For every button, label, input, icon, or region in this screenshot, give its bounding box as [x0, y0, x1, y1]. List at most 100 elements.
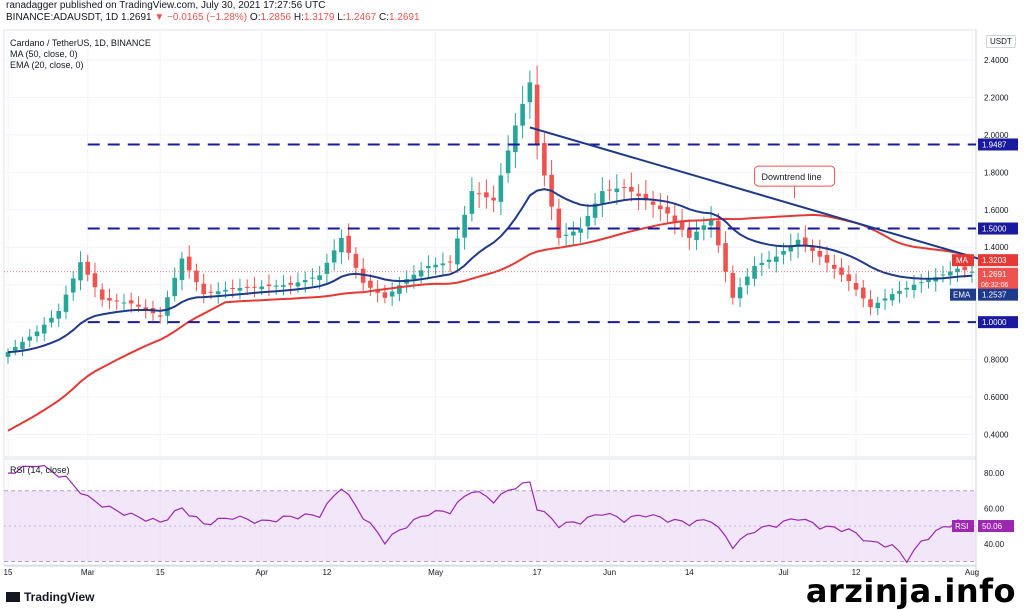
candle-body — [368, 280, 373, 288]
legend-rsi[interactable]: RSI (14, close) — [10, 465, 70, 475]
level-badge-label: 1.0000 — [982, 318, 1007, 327]
close-value: 1.2691 — [388, 12, 420, 23]
downtrend-label: Downtrend line — [762, 172, 822, 182]
candle-body — [353, 253, 359, 268]
candle-body — [701, 225, 707, 230]
open-value: 1.2856 — [260, 12, 292, 23]
candle-body — [766, 259, 772, 262]
candle-body — [295, 282, 301, 287]
candle-body — [440, 263, 446, 266]
x-tick-label: 15 — [4, 568, 13, 577]
level-badge — [978, 316, 1018, 329]
level-badge-label: 1.9487 — [982, 140, 1007, 149]
low-label: L: — [337, 12, 346, 23]
candle-body — [375, 289, 380, 293]
candle-body — [99, 289, 105, 300]
candle-body — [513, 125, 518, 153]
candle-body — [63, 294, 69, 312]
ema-tag-label: EMA — [953, 291, 971, 300]
x-tick-label: Mar — [81, 568, 95, 577]
candle-body — [273, 285, 279, 287]
legend-ma[interactable]: MA (50, close, 0) — [10, 49, 78, 59]
tradingview-logo[interactable]: TradingView — [6, 590, 94, 604]
candle-body — [201, 283, 206, 295]
candle-body — [578, 228, 583, 233]
candle-body — [418, 270, 424, 277]
candle-body — [252, 286, 257, 288]
level-badge — [978, 138, 1018, 151]
candle-body — [165, 297, 170, 316]
countdown-label: 06:32:06 — [981, 282, 1008, 289]
x-tick-label: May — [428, 568, 443, 577]
candle-body — [172, 277, 178, 297]
rsi-tick-label: 80.00 — [984, 469, 1005, 478]
candle-body — [56, 310, 62, 319]
candle-body — [918, 282, 924, 284]
y-tick-label: 1.8000 — [984, 168, 1009, 177]
high-label: H: — [293, 12, 304, 23]
level-badge — [978, 222, 1018, 235]
candle-body — [447, 261, 453, 263]
candle-body — [34, 331, 40, 337]
candle-body — [49, 317, 54, 323]
candle-body — [839, 267, 844, 275]
legend-ema[interactable]: EMA (20, close, 0) — [10, 60, 84, 70]
rsi-tick-label: 60.00 — [984, 504, 1005, 513]
candle-body — [650, 201, 656, 205]
x-tick-label: Jun — [603, 568, 616, 577]
candle-body — [237, 287, 243, 291]
ema-tag — [950, 288, 976, 301]
candle-body — [107, 298, 112, 301]
candle-body — [607, 189, 612, 191]
candle-body — [875, 302, 881, 309]
y-tick-label: 2.2000 — [984, 93, 1009, 102]
candle-body — [302, 280, 308, 283]
candle-body — [860, 287, 866, 299]
x-tick-label: 17 — [533, 568, 542, 577]
candle-body — [382, 292, 388, 298]
candle-body — [455, 238, 460, 265]
candle-body — [179, 258, 185, 281]
candle-body — [157, 315, 163, 317]
candle-body — [708, 219, 714, 226]
last-price: 1.2691 — [121, 12, 152, 23]
legend-title[interactable]: Cardano / TetherUS, 1D, BINANCE — [10, 38, 151, 48]
candle-body — [484, 192, 489, 198]
rsi-tick-label: 40.00 — [984, 540, 1005, 549]
candle-body — [621, 187, 627, 189]
candle-body — [194, 270, 199, 283]
currency-badge[interactable]: USDT — [986, 35, 1016, 48]
candle-body — [600, 191, 605, 204]
candle-body — [752, 265, 757, 279]
candle-body — [462, 214, 467, 238]
candle-body — [542, 143, 547, 176]
candle-body — [897, 290, 902, 294]
candle-body — [288, 282, 293, 285]
candle-body — [781, 250, 786, 255]
candle-body — [128, 300, 134, 304]
main-pane — [3, 29, 977, 458]
candle-body — [498, 175, 504, 202]
candle-body — [723, 243, 728, 272]
candle-body — [817, 251, 823, 257]
candle-body — [266, 284, 272, 287]
y-tick-label: 2.0000 — [984, 131, 1009, 140]
candle-body — [585, 216, 591, 227]
candle-body — [121, 302, 127, 304]
candle-body — [774, 256, 779, 262]
candle-body — [469, 191, 475, 214]
candle-body — [310, 277, 315, 279]
candle-body — [904, 287, 910, 290]
low-value: 1.2467 — [345, 12, 377, 23]
candle-body — [679, 221, 685, 230]
candle-body — [947, 271, 953, 276]
candle-body — [186, 256, 192, 271]
candle-body — [868, 299, 873, 308]
candle-body — [962, 266, 968, 271]
candle-body — [331, 250, 337, 263]
level-badge-label: 1.5000 — [982, 225, 1007, 234]
y-tick-label: 0.4000 — [984, 431, 1009, 440]
candle-body — [259, 286, 264, 290]
y-tick-label: 0.6000 — [984, 393, 1009, 402]
